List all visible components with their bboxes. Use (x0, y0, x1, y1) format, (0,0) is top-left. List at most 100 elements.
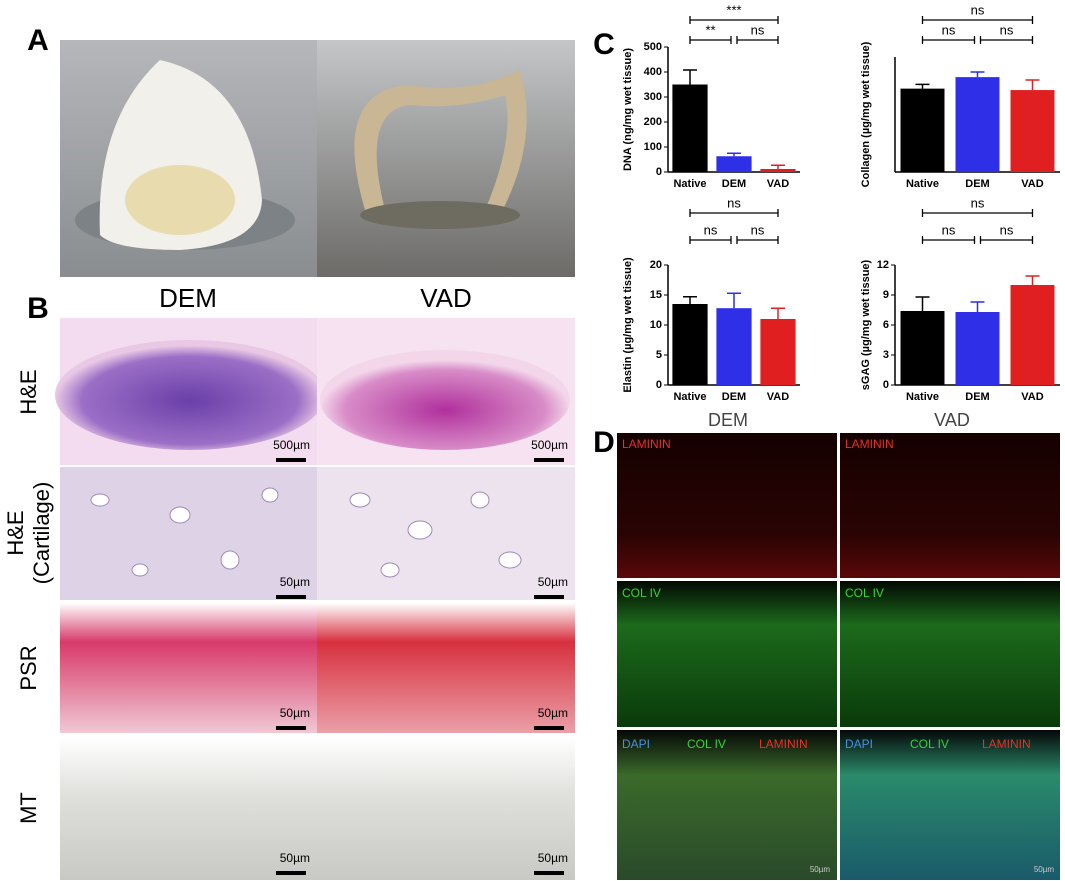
y-axis-label: DNA (ng/mg wet tissue) (622, 48, 634, 171)
significance-bracket (979, 236, 1034, 244)
error-bar (970, 301, 985, 312)
stain-label: LAMININ (982, 737, 1031, 751)
error-bar (727, 292, 741, 309)
y-tick-label: 200 (644, 116, 662, 128)
significance-bracket (689, 236, 732, 244)
bar (672, 84, 708, 172)
panel-label: B (27, 292, 49, 325)
significance-bracket (736, 236, 779, 244)
x-tick-label: DEM (722, 178, 746, 190)
significance-label: ns (751, 22, 765, 37)
row-label: PSR (16, 645, 41, 690)
significance-bracket (921, 209, 1034, 217)
column-label: DEM (708, 410, 748, 430)
scale-bar-label: 500µm (273, 438, 310, 452)
y-tick-label: 0 (656, 166, 662, 178)
error-bar (683, 69, 697, 85)
bar (900, 311, 945, 385)
significance-bracket (689, 36, 732, 44)
significance-bracket (921, 36, 976, 44)
stain-label: LAMININ (845, 437, 894, 451)
scale-bar-label: 50µm (280, 575, 310, 589)
significance-label: ns (1000, 22, 1014, 37)
bar (760, 319, 796, 385)
error-bar (970, 71, 985, 78)
y-tick-label: 100 (644, 141, 662, 153)
significance-label: ns (971, 2, 985, 17)
error-bar (915, 296, 930, 311)
y-tick-label: 20 (650, 259, 662, 271)
y-tick-label: 6 (883, 319, 889, 331)
scale-bar-label: 500µm (531, 438, 568, 452)
y-tick-label: 3 (883, 349, 889, 361)
x-tick-label: DEM (965, 391, 989, 403)
bar (1010, 285, 1055, 385)
bar (955, 77, 1000, 172)
bar (955, 312, 1000, 385)
y-axis-label: Collagen (µg/mg wet tissue) (860, 41, 872, 187)
stain-label: COL IV (910, 737, 949, 751)
error-bar (727, 152, 741, 157)
error-bar (683, 296, 697, 304)
row-label: H&E (3, 510, 28, 555)
scale-bar-label: 50µm (538, 851, 568, 865)
stain-label: COL IV (687, 737, 726, 751)
x-tick-label: Native (906, 391, 939, 403)
scale-bar-label: 50µm (280, 851, 310, 865)
scale-bar-label: 50µm (280, 706, 310, 720)
significance-bracket (689, 209, 779, 217)
scale-bar-label: 50µm (538, 706, 568, 720)
bar (760, 169, 796, 172)
y-tick-label: 400 (644, 66, 662, 78)
x-tick-label: DEM (722, 391, 746, 403)
significance-bracket (689, 16, 779, 24)
panel-label: A (27, 24, 49, 57)
x-tick-label: VAD (1021, 391, 1043, 403)
x-tick-label: Native (673, 178, 706, 190)
row-label: MT (16, 792, 41, 824)
stain-label: LAMININ (622, 437, 671, 451)
y-axis-label: Elastin (µg/mg wet tissue) (622, 257, 634, 393)
column-label: VAD (934, 410, 970, 430)
stain-label: COL IV (622, 586, 661, 600)
significance-label: ns (751, 222, 765, 237)
photo-dem (60, 40, 317, 277)
histology (55, 318, 575, 880)
x-tick-label: VAD (1021, 178, 1043, 190)
scale-bar-label: 50µm (538, 575, 568, 589)
stain-label: COL IV (845, 586, 884, 600)
significance-label: ** (705, 22, 715, 37)
panel-label: C (593, 28, 615, 61)
bar (1010, 90, 1055, 172)
error-bar (771, 164, 785, 169)
x-tick-label: Native (673, 391, 706, 403)
significance-label: ns (942, 22, 956, 37)
fluorescence (617, 433, 1060, 880)
significance-bracket (921, 236, 976, 244)
y-tick-label: 10 (650, 319, 662, 331)
y-axis-label: sGAG (µg/mg wet tissue) (860, 259, 872, 390)
y-tick-label: 15 (650, 289, 662, 301)
x-tick-label: VAD (767, 391, 789, 403)
y-tick-label: 0 (883, 379, 889, 391)
significance-label: ns (727, 195, 741, 210)
bar (716, 308, 752, 385)
row-label: H&E (16, 369, 41, 414)
x-tick-label: VAD (767, 178, 789, 190)
significance-bracket (736, 36, 779, 44)
y-tick-label: 300 (644, 91, 662, 103)
significance-label: ns (971, 195, 985, 210)
stain-label: DAPI (622, 737, 650, 751)
significance-label: ns (942, 222, 956, 237)
stain-label: LAMININ (759, 737, 808, 751)
scale-bar-label: 50µm (810, 865, 831, 874)
scale-bar-label: 50µm (1034, 865, 1055, 874)
y-tick-label: 0 (656, 379, 662, 391)
significance-label: *** (726, 2, 741, 17)
row-label: (Cartilage) (29, 482, 54, 585)
bar (900, 88, 945, 172)
x-tick-label: Native (906, 178, 939, 190)
significance-bracket (921, 16, 1034, 24)
